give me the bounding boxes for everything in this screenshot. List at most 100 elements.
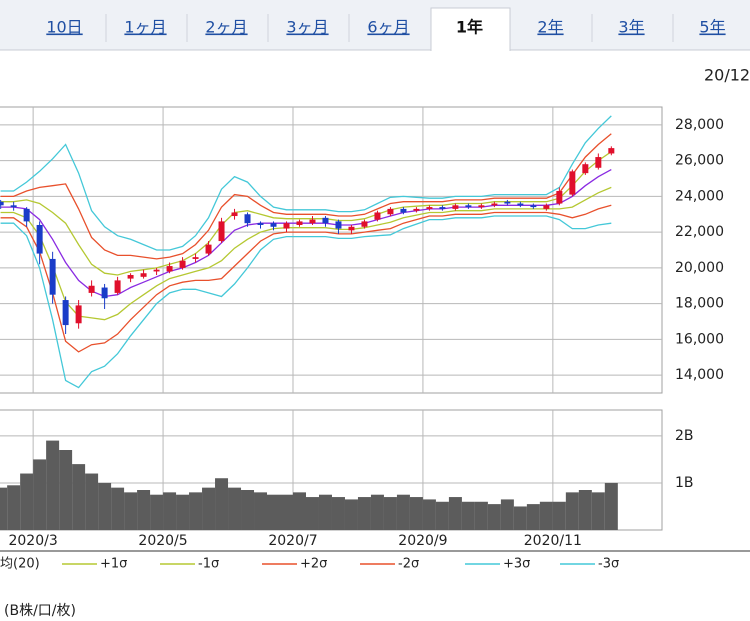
legend-label: 均(20) [0,557,40,572]
candle-body [192,257,199,259]
candle-body [127,275,134,279]
volume-bar [604,482,618,530]
volume-bar [461,501,475,530]
candle-body [543,205,550,209]
y-tick-label: 14,000 [675,367,724,383]
candle-body [361,221,368,227]
candle-body [465,205,472,208]
candle-body [244,214,251,224]
candle-body [439,207,446,209]
legend-label: +3σ [503,557,530,572]
volume-bar [33,459,47,530]
candle-body [478,205,485,208]
x-tick-label: 2020/7 [268,533,317,549]
volume-bar [7,485,21,530]
candle-body [283,223,290,229]
x-tick-label: 2020/11 [524,533,582,549]
volume-bar [383,497,397,530]
volume-bar [189,492,203,530]
volume-bar [318,494,332,530]
volume-bar [292,492,306,530]
y-tick-label: 24,000 [675,188,724,204]
candle-body [296,221,303,225]
tab[interactable]: 1ヶ月 [124,18,166,37]
candle-body [452,205,459,209]
candle-body [114,280,121,293]
candle-body [491,203,498,206]
candle-body [387,208,394,215]
y-tick-label: 16,000 [675,331,724,347]
band-line [0,215,612,389]
volume-bar [578,490,592,530]
y-tick-label: 26,000 [675,153,724,169]
volume-bar [513,506,527,530]
volume-bar [59,450,73,530]
volume-bar [241,490,255,530]
date-label: 20/12 [704,66,750,85]
tab-border [430,7,511,51]
tab[interactable]: 10日 [46,18,82,37]
tab[interactable]: 2ヶ月 [205,18,247,37]
volume-bar [435,501,449,530]
volume-bar [305,497,319,530]
candle-body [595,157,602,168]
candle-body [530,205,537,208]
candle-body [556,191,563,204]
candle-body [504,201,511,204]
volume-bar [0,487,8,530]
y-tick-label: 20,000 [675,260,724,276]
plot-area [0,106,663,394]
candle-body [270,223,277,227]
legend-label: -2σ [398,557,419,572]
volume-bar [500,499,514,530]
candle-body [101,287,108,299]
candle-body [348,226,355,231]
tab[interactable]: 6ヶ月 [367,18,409,37]
volume-bar [565,492,579,530]
candle-body [322,217,329,224]
volume-bar [137,490,151,530]
candle-body [62,300,69,326]
candle-body [517,203,524,206]
tab[interactable]: 3ヶ月 [286,18,328,37]
volume-bar [474,501,488,530]
legend-label: -1σ [198,557,219,572]
candle-body [400,208,407,213]
candle-body [166,266,173,272]
volume-bar [228,487,242,530]
candle-body [140,273,147,277]
volume-bar [539,501,553,530]
volume-bar [331,497,345,530]
legend-label: +1σ [100,557,127,572]
tab-selected [431,8,510,51]
x-tick-label: 2020/3 [8,533,57,549]
y-tick-label: 22,000 [675,224,724,240]
volume-bar [72,464,86,530]
tab[interactable]: 5年 [699,18,725,37]
y-tick-label: 18,000 [675,296,724,312]
tab[interactable]: 2年 [537,18,563,37]
legend-label: -3σ [598,557,619,572]
volume-bar [396,494,410,530]
volume-bar [202,487,216,530]
y-tick-label: 1B [675,475,694,491]
candle-body [374,212,381,220]
volume-bar [448,497,462,530]
unit-note: (B株/口/枚) [4,603,76,619]
candle-body [569,171,576,195]
candle-body [582,164,589,174]
candle-body [10,205,17,208]
candle-body [179,260,186,268]
volume-bar [552,501,566,530]
candle-body [75,305,82,324]
candle-body [205,244,212,254]
volume-bar [111,487,125,530]
x-tick-label: 2020/9 [398,533,447,549]
tab[interactable]: 3年 [618,18,644,37]
volume-bar [409,497,423,530]
band-line [0,204,612,353]
candle-body [49,258,56,295]
tab-bar [0,0,750,50]
volume-bar [422,499,436,530]
tab[interactable]: 1年 [456,18,483,37]
